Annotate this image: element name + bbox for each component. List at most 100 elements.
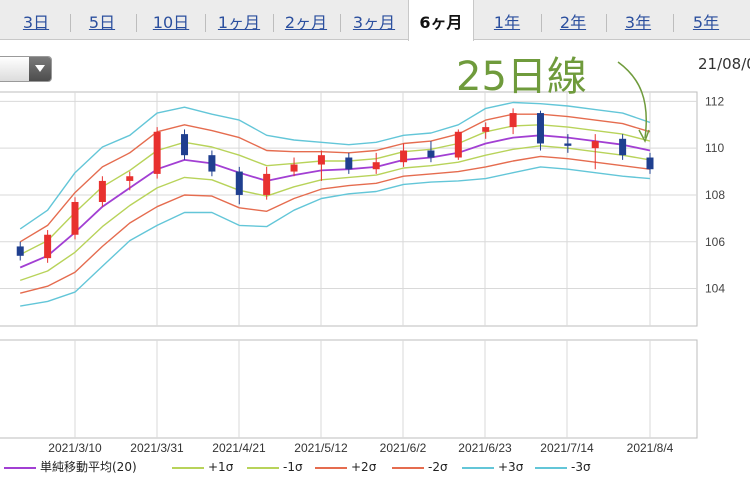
legend-swatch: [462, 466, 494, 469]
y-axis-ticks: 104 106 108 110 112: [705, 94, 725, 295]
candle-body: [317, 155, 325, 165]
legend-swatch: [392, 466, 424, 469]
candle-body: [400, 150, 408, 163]
tab-10-days[interactable]: 10日: [152, 13, 190, 32]
candle-body: [98, 180, 106, 202]
minus-3-sigma-line: [20, 166, 651, 307]
tab-3-days[interactable]: 3日: [22, 13, 50, 32]
candle-body: [619, 138, 627, 156]
minus-2-sigma-line: [20, 155, 651, 294]
candle-body: [263, 173, 271, 195]
x-tick-label: 2021/6/23: [458, 441, 512, 455]
tab-separator: [541, 14, 542, 32]
legend-label: +3σ: [498, 460, 524, 474]
period-tab-bar: 3日 5日 10日 1ヶ月 2ヶ月 3ヶ月 6ヶ月 1年 2年 3年 5年: [0, 0, 750, 41]
candle-body: [126, 176, 134, 181]
candle-body: [536, 113, 544, 144]
legend-label: +2σ: [351, 460, 377, 474]
legend-swatch: [172, 466, 204, 469]
candle-body: [564, 143, 572, 146]
legend-label: +1σ: [208, 460, 234, 474]
candle-body: [372, 162, 380, 170]
tab-separator: [136, 14, 137, 32]
x-tick-label: 2021/6/2: [380, 441, 427, 455]
annotation-arrow-line: [617, 61, 647, 139]
tab-separator: [70, 14, 71, 32]
moving-average-line: [19, 134, 651, 269]
tab-6-months[interactable]: 6ヶ月: [408, 0, 474, 41]
tab-1-month[interactable]: 1ヶ月: [217, 13, 261, 32]
legend-item: +1σ: [172, 457, 233, 477]
legend-swatch: [535, 466, 567, 469]
bollinger-bands: [19, 101, 651, 307]
annotation-arrow-head: [638, 129, 650, 143]
tab-1-year[interactable]: 1年: [493, 13, 521, 32]
legend-swatch: [247, 466, 279, 469]
chart-type-dropdown[interactable]: [0, 56, 52, 82]
legend-label: -2σ: [428, 460, 448, 474]
candle-body: [44, 234, 52, 259]
candle-body: [482, 127, 490, 132]
date-label: 21/08/0: [698, 55, 750, 73]
x-axis-ticks: 2021/3/10 2021/3/31 2021/4/21 2021/5/12 2021…: [48, 441, 673, 455]
candle-body: [235, 171, 243, 195]
legend-label: -3σ: [571, 460, 591, 474]
tab-3-years[interactable]: 3年: [624, 13, 652, 32]
plus-1-sigma-line: [19, 124, 651, 256]
candle-body: [71, 201, 79, 235]
sub-chart-grid: [0, 339, 698, 439]
y-tick-label: 106: [705, 235, 725, 249]
tab-5-days[interactable]: 5日: [88, 13, 116, 32]
dropdown-arrow-icon[interactable]: [29, 57, 51, 81]
candle-body: [153, 131, 161, 174]
candle-body: [16, 246, 24, 256]
legend-item: -1σ: [247, 457, 303, 477]
plus-2-sigma-line: [19, 113, 651, 243]
y-tick-label: 110: [705, 141, 724, 155]
legend-swatch: [315, 466, 347, 469]
annotation-25-day-line: 25日線: [456, 54, 587, 100]
chart-legend: 単純移動平均(20) +1σ -1σ +2σ -2σ +3σ -3σ: [0, 457, 750, 477]
legend-item: +3σ: [462, 457, 523, 477]
legend-swatch: [4, 466, 36, 469]
x-tick-label: 2021/3/10: [48, 441, 102, 455]
tab-3-months[interactable]: 3ヶ月: [352, 13, 396, 32]
candle-body: [181, 134, 189, 156]
x-tick-label: 2021/8/4: [627, 441, 674, 455]
plus-3-sigma-line: [19, 101, 651, 230]
tab-separator: [606, 14, 607, 32]
main-plot-frame: [0, 91, 698, 327]
sub-plot-frame: [0, 339, 698, 439]
legend-item: 単純移動平均(20): [4, 457, 137, 477]
candle-body: [646, 157, 654, 170]
y-tick-label: 112: [705, 94, 724, 108]
x-tick-label: 2021/4/21: [212, 441, 266, 455]
x-tick-label: 2021/7/14: [540, 441, 594, 455]
legend-item: -3σ: [535, 457, 591, 477]
candle-body: [290, 164, 298, 172]
legend-item: +2σ: [315, 457, 376, 477]
candle-body: [345, 157, 353, 170]
main-chart-grid: [0, 91, 698, 327]
tab-separator: [273, 14, 274, 32]
candle-body: [208, 155, 216, 172]
tab-2-months[interactable]: 2ヶ月: [284, 13, 328, 32]
tab-5-years[interactable]: 5年: [692, 13, 720, 32]
legend-item: -2σ: [392, 457, 448, 477]
tab-separator: [205, 14, 206, 32]
annotation-arrow: [617, 61, 650, 143]
legend-label: -1σ: [283, 460, 303, 474]
legend-label: 単純移動平均(20): [40, 460, 137, 474]
candles: [16, 108, 654, 263]
x-tick-label: 2021/5/12: [294, 441, 348, 455]
candle-body: [591, 141, 599, 149]
tab-separator: [673, 14, 674, 32]
x-tick-label: 2021/3/31: [130, 441, 184, 455]
y-tick-label: 104: [705, 282, 725, 296]
tab-separator: [340, 14, 341, 32]
candle-body: [454, 131, 462, 158]
y-tick-label: 108: [705, 188, 725, 202]
candle-body: [427, 150, 435, 158]
tab-2-years[interactable]: 2年: [559, 13, 587, 32]
